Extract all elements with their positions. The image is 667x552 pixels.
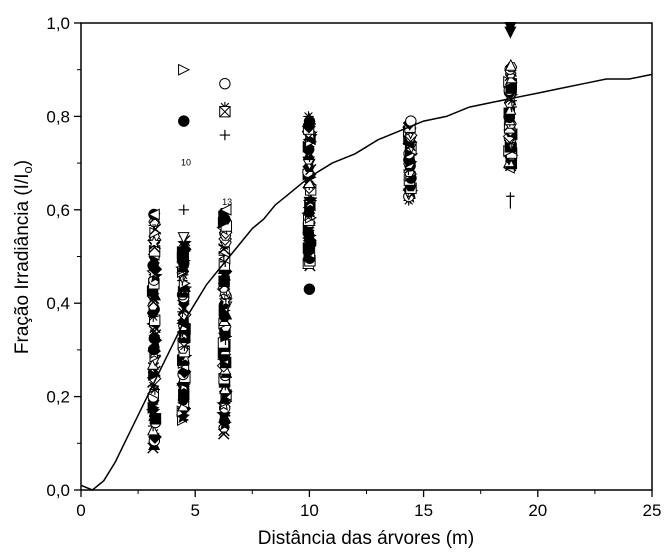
data-point [178,204,189,215]
point-column [301,111,318,295]
y-axis: 0,0 0,2 0,4 0,6 0,8 1,0 [46,14,81,500]
x-tick-label: 5 [190,501,199,520]
y-axis-title-main: Fração Irradiância (I/I [12,173,33,354]
data-point [303,111,314,122]
x-tick-label: 15 [414,501,433,520]
data-point [504,26,517,39]
data-points [145,21,519,454]
y-tick-label: 0,4 [46,294,70,313]
data-point [219,78,231,90]
data-point [303,112,316,125]
data-point [178,63,191,76]
data-point [178,115,190,127]
plot-border [80,22,653,491]
data-point [177,306,188,318]
data-point [177,232,190,245]
data-point [177,236,192,250]
x-tick-label: 20 [528,501,547,520]
data-point [148,380,159,392]
point-column [145,208,163,454]
x-axis: 0 5 10 15 20 25 [76,490,661,520]
data-point [147,208,160,221]
y-tick-label: 0,6 [46,201,70,220]
annotations: 7 10 13 10 [152,157,233,301]
y-tick-label: 1,0 [46,14,70,33]
x-tick-label: 10 [300,501,319,520]
data-point [303,283,316,295]
y-tick-label: 0,8 [46,107,70,126]
annotation-label: 13 [222,197,232,207]
point-column [216,78,233,440]
y-tick-label: 0,2 [46,388,70,407]
annotation-label: 10 [222,292,232,302]
data-point [149,384,161,395]
data-point [219,129,231,141]
data-point [504,58,517,71]
data-point [219,203,232,216]
y-axis-title-close: ) [12,160,33,166]
data-point [506,192,515,209]
point-column [175,63,193,426]
y-axis-title: Fração Irradiância (I/Io) [12,160,35,354]
x-axis-title: Distância das árvores (m) [258,528,474,549]
fit-curve-line [80,73,653,491]
fitted-curve [80,73,653,491]
annotation-label: 10 [181,157,191,167]
data-point [219,106,231,118]
point-column [502,21,519,209]
annotation-label: 7 [152,223,157,233]
plot-frame [80,22,653,491]
x-tick-label: 25 [643,501,662,520]
point-column [401,115,419,206]
y-tick-label: 0,0 [46,481,70,500]
x-tick-label: 0 [76,501,85,520]
y-axis-title-subscript: o [20,166,35,173]
data-point [146,234,162,249]
